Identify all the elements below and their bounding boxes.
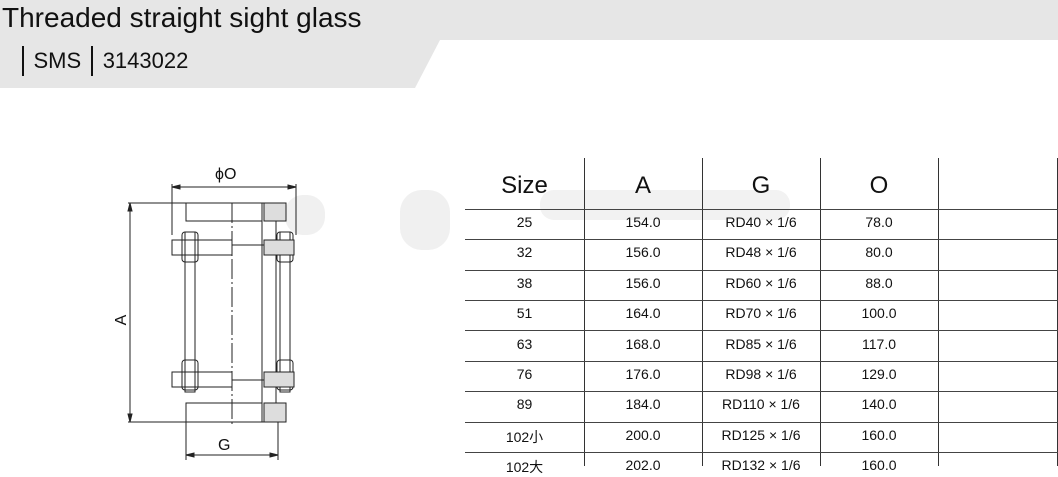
cell-a: 156.0 <box>625 274 661 291</box>
subtitle: SMS 3143022 <box>22 44 198 78</box>
cell-g: RD110 × 1/6 <box>722 396 800 413</box>
cell-o: 88.0 <box>865 274 893 291</box>
product-code: 3143022 <box>102 48 189 73</box>
cell-o: 117.0 <box>862 335 896 352</box>
column-header-size: Size <box>501 172 548 199</box>
standard-label: SMS <box>33 48 82 73</box>
cell-size: 63 <box>516 335 533 352</box>
cell-o: 78.0 <box>865 214 893 230</box>
cell-size: 102大 <box>505 459 544 476</box>
cell-size: 102小 <box>505 428 544 445</box>
cell-g: RD70 × 1/6 <box>725 305 797 322</box>
cell-a: 164.0 <box>625 305 661 322</box>
header-background <box>0 0 1058 88</box>
cell-o: 80.0 <box>865 244 893 261</box>
cell-a: 176.0 <box>625 366 661 382</box>
cell-size: 51 <box>516 305 533 322</box>
cell-g: RD98 × 1/6 <box>725 366 797 382</box>
length-label: A <box>113 314 130 325</box>
cell-a: 168.0 <box>625 335 661 352</box>
column-header-a: A <box>634 172 651 199</box>
cell-size: 25 <box>516 214 533 230</box>
cell-size: 38 <box>516 274 533 291</box>
cell-g: RD40 × 1/6 <box>725 214 797 230</box>
technical-drawing: ϕO A G <box>100 160 320 465</box>
header-banner: Threaded straight sight glass SMS 314302… <box>0 0 1058 88</box>
cell-a: 200.0 <box>625 426 661 443</box>
cell-a: 184.0 <box>625 396 661 413</box>
page-title: Threaded straight sight glass <box>2 2 362 33</box>
cell-o: 160.0 <box>861 457 897 474</box>
column-header-o: O <box>869 172 889 199</box>
cell-a: 202.0 <box>625 457 661 474</box>
cell-o: 160.0 <box>861 426 897 443</box>
cell-g: RD48 × 1/6 <box>725 244 797 261</box>
cell-g: RD125 × 1/6 <box>721 426 801 443</box>
cell-o: 140.0 <box>861 396 897 413</box>
column-header-g: G <box>751 172 771 199</box>
watermark <box>285 190 790 250</box>
cell-size: 89 <box>516 396 533 413</box>
cell-g: RD85 × 1/6 <box>725 335 797 352</box>
dimensions-table: Size A G O 25 154.0 RD40 × 1/6 78.0 32 156.0 RD48 … <box>465 158 1058 475</box>
cell-a: 156.0 <box>625 244 661 261</box>
cell-o: 129.0 <box>861 366 897 382</box>
thread-label: G <box>218 437 230 454</box>
cell-g: RD132 × 1/6 <box>721 457 801 474</box>
diameter-label: ϕO <box>215 166 236 183</box>
cell-size: 76 <box>516 366 533 382</box>
cell-size: 32 <box>516 244 533 261</box>
cell-g: RD60 × 1/6 <box>725 274 797 291</box>
cell-a: 154.0 <box>625 214 661 230</box>
divider <box>22 46 24 76</box>
cell-o: 100.0 <box>861 305 897 322</box>
divider <box>91 46 93 76</box>
